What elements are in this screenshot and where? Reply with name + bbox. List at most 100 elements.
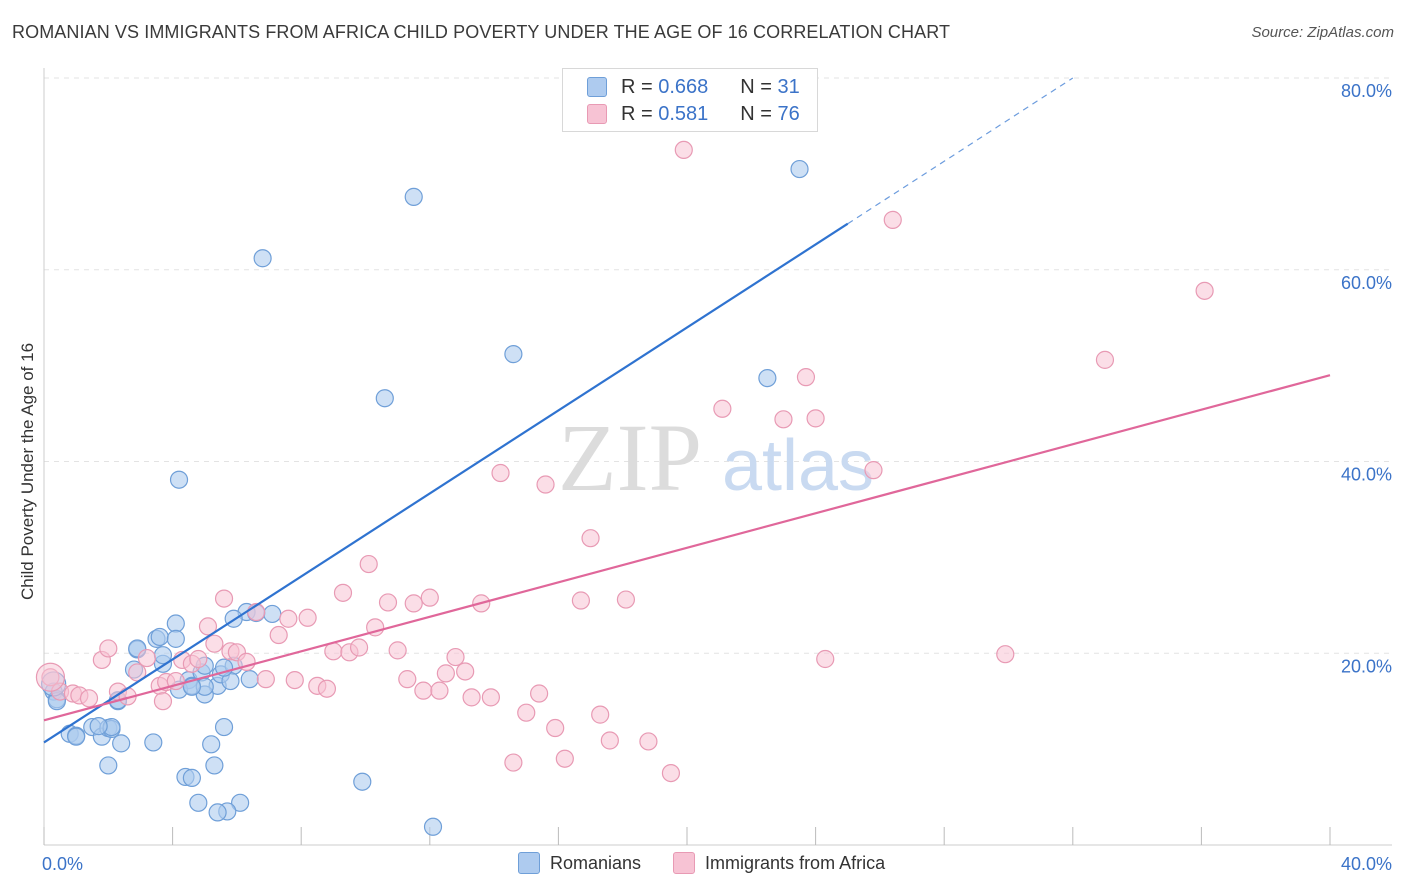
- africa-point: [128, 663, 147, 682]
- romanians-point: [423, 817, 443, 836]
- source-label: Source: ZipAtlas.com: [1251, 24, 1394, 41]
- romanians-point: [790, 159, 809, 179]
- africa-point: [189, 649, 208, 669]
- y-tick-label: 40.0%: [1341, 465, 1392, 485]
- africa-point: [420, 588, 439, 607]
- watermark-zip: ZIP: [558, 404, 702, 511]
- africa-point: [774, 410, 793, 429]
- africa-point: [639, 732, 658, 751]
- r-label: R =: [621, 75, 653, 98]
- romanians-point: [169, 470, 189, 489]
- romanians-point: [263, 604, 282, 624]
- y-tick-label: 80.0%: [1341, 81, 1392, 101]
- africa-point: [436, 664, 455, 683]
- africa-point: [462, 688, 481, 707]
- n-value: 31: [777, 75, 800, 98]
- romanians-point: [404, 187, 423, 206]
- romanians-point: [253, 249, 272, 268]
- africa-point: [555, 749, 574, 768]
- romanians-legend-label: Romanians: [550, 852, 642, 873]
- africa-point: [661, 763, 681, 783]
- africa-point: [388, 641, 407, 660]
- africa-point: [481, 688, 500, 707]
- africa-point: [269, 625, 288, 645]
- romanians-point: [67, 727, 86, 746]
- africa-point: [581, 529, 600, 548]
- africa-point: [205, 634, 224, 653]
- africa-point: [404, 594, 423, 613]
- africa-point: [806, 409, 825, 428]
- romanians-point: [182, 768, 201, 787]
- legend-item-romanians[interactable]: Romanians: [518, 852, 641, 874]
- romanians-trendline-extension: [847, 77, 1074, 225]
- africa-point: [99, 639, 118, 658]
- africa-point: [883, 210, 902, 229]
- africa-point: [504, 753, 523, 772]
- africa-point: [530, 684, 549, 703]
- africa-legend-swatch: [673, 852, 696, 874]
- romanians-point: [240, 670, 259, 689]
- y-axis-label: Child Poverty Under the Age of 16: [18, 342, 37, 600]
- romanians-point: [166, 629, 185, 648]
- africa-point: [153, 692, 173, 711]
- africa-point: [279, 609, 298, 628]
- africa-point: [359, 554, 378, 574]
- africa-point: [35, 662, 66, 692]
- r-value: 0.668: [658, 75, 709, 98]
- romanians-point: [189, 793, 208, 812]
- n-label: N =: [740, 102, 772, 125]
- africa-point: [616, 590, 636, 609]
- legend-row-romanians: R = 0.668 N = 31: [587, 75, 800, 99]
- africa-trendline: [43, 374, 1331, 722]
- africa-point: [430, 681, 449, 700]
- n-value: 76: [777, 102, 800, 125]
- africa-point: [571, 591, 591, 610]
- x-tick-label: 40.0%: [1341, 854, 1392, 874]
- romanians-point: [353, 772, 372, 791]
- africa-point: [414, 681, 433, 700]
- n-label: N =: [740, 75, 772, 98]
- africa-point: [378, 593, 398, 612]
- r-value: 0.581: [658, 102, 709, 125]
- africa-point: [713, 399, 732, 418]
- legend-row-africa: R = 0.581 N = 76: [587, 102, 800, 126]
- romanians-trendline: [43, 222, 849, 744]
- series-legend: Romanians Immigrants from Africa: [518, 852, 917, 874]
- romanians-point: [504, 345, 523, 364]
- romanians-point: [112, 734, 131, 753]
- trend-lines: [43, 77, 1331, 744]
- romanians-legend-swatch: [518, 852, 540, 874]
- africa-legend-label: Immigrants from Africa: [705, 852, 886, 873]
- africa-point: [333, 583, 353, 602]
- africa-point: [317, 679, 337, 698]
- romanians-point: [214, 717, 234, 737]
- romanians-point: [375, 389, 394, 408]
- africa-point: [285, 670, 304, 690]
- legend-item-africa[interactable]: Immigrants from Africa: [673, 852, 885, 874]
- africa-point: [674, 140, 693, 160]
- africa-point: [536, 475, 555, 494]
- romanians-point: [231, 793, 250, 812]
- africa-point: [137, 648, 156, 668]
- africa-point: [996, 645, 1015, 664]
- africa-point: [491, 463, 510, 483]
- africa-point: [214, 589, 234, 608]
- axes: [43, 68, 1392, 846]
- romanians-point: [166, 614, 185, 633]
- africa-point: [456, 662, 475, 681]
- y-tick-label: 20.0%: [1341, 656, 1392, 676]
- africa-point: [79, 689, 99, 708]
- x-tick-label: 0.0%: [42, 854, 83, 874]
- africa-point: [600, 731, 619, 750]
- africa-point: [546, 718, 565, 738]
- grid-lines: [44, 77, 1392, 654]
- romanians-point: [150, 627, 169, 647]
- romanians-points: [41, 159, 809, 836]
- romanians-point: [758, 368, 777, 388]
- africa-point: [298, 608, 317, 627]
- africa-point: [1095, 350, 1115, 369]
- africa-point: [864, 461, 883, 480]
- africa-point: [256, 670, 275, 689]
- romanians-point: [202, 735, 221, 754]
